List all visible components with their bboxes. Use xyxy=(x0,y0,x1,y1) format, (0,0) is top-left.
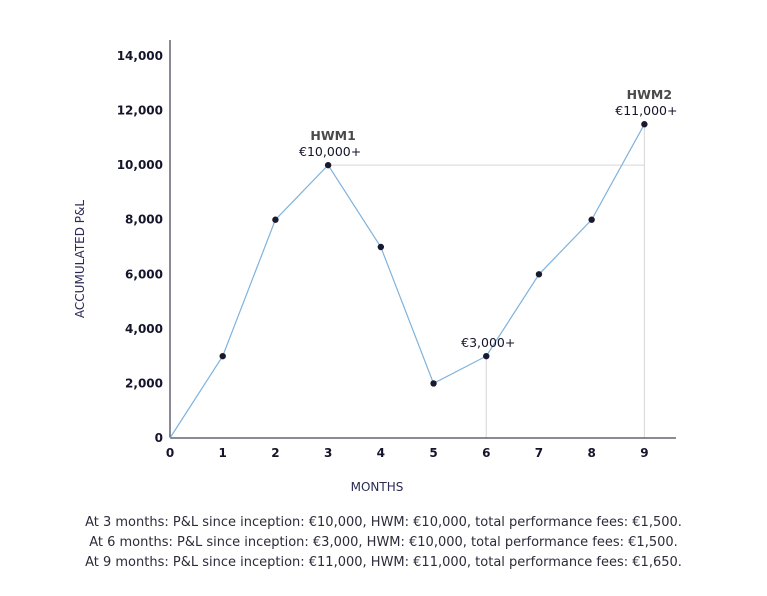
data-point xyxy=(324,161,332,169)
data-point xyxy=(219,352,226,360)
x-tick-labels: 0 1 2 3 4 5 6 7 8 9 xyxy=(166,446,649,460)
line-chart: 02,0004,0006,0008,00010,00012,00014,000 … xyxy=(73,40,677,494)
x-tick-label: 5 xyxy=(429,446,437,460)
y-tick-label: 6,000 xyxy=(125,267,163,281)
y-tick-labels: 0 2,000 4,000 6,000 8,000 10,000 12,000 14,000 xyxy=(117,49,163,445)
data-point xyxy=(588,216,595,223)
note-line: At 6 months: P&L since inception: €3,000… xyxy=(89,535,678,550)
x-tick-label: 9 xyxy=(640,446,648,460)
data-points xyxy=(219,121,648,387)
x-tick-label: 8 xyxy=(587,446,595,460)
data-point xyxy=(483,352,490,360)
notes: At 3 months: P&L since inception: €10,00… xyxy=(0,513,767,573)
series-line xyxy=(169,123,645,439)
data-point xyxy=(641,121,648,128)
data-point xyxy=(272,216,279,223)
y-tick-label: 10,000 xyxy=(117,158,163,172)
note-line: At 3 months: P&L since inception: €10,00… xyxy=(85,515,682,530)
data-point xyxy=(430,380,437,387)
y-tick-label: 4,000 xyxy=(125,322,163,336)
annotations: HWM1€10,000+ €3,000+ HWM2€11,000+ xyxy=(299,87,677,350)
data-point xyxy=(377,243,385,251)
x-tick-label: 0 xyxy=(166,446,174,460)
reference-lines xyxy=(328,124,645,438)
annotation-title: HWM1 xyxy=(310,128,355,143)
x-tick-label: 4 xyxy=(377,446,385,460)
x-tick-label: 1 xyxy=(219,446,227,460)
x-tick-label: 6 xyxy=(482,446,490,460)
y-tick-label: 0 xyxy=(155,431,163,445)
annotation-label: €3,000+ xyxy=(461,335,515,350)
y-axis-title: ACCUMULATED P&L xyxy=(73,200,87,318)
y-tick-label: 14,000 xyxy=(117,49,163,63)
data-point xyxy=(535,271,543,278)
note-line: At 9 months: P&L since inception: €11,00… xyxy=(85,555,682,570)
y-tick-label: 2,000 xyxy=(125,376,163,390)
annotation-title: HWM2 xyxy=(627,87,672,102)
x-tick-label: 2 xyxy=(271,446,279,460)
y-tick-label: 8,000 xyxy=(125,213,163,227)
x-tick-label: 3 xyxy=(324,446,332,460)
annotation-label: €10,000+ xyxy=(299,144,361,159)
annotation-label: €11,000+ xyxy=(615,103,677,118)
y-tick-label: 12,000 xyxy=(117,104,163,118)
x-tick-label: 7 xyxy=(535,446,543,460)
x-axis-title: MONTHS xyxy=(351,480,404,494)
